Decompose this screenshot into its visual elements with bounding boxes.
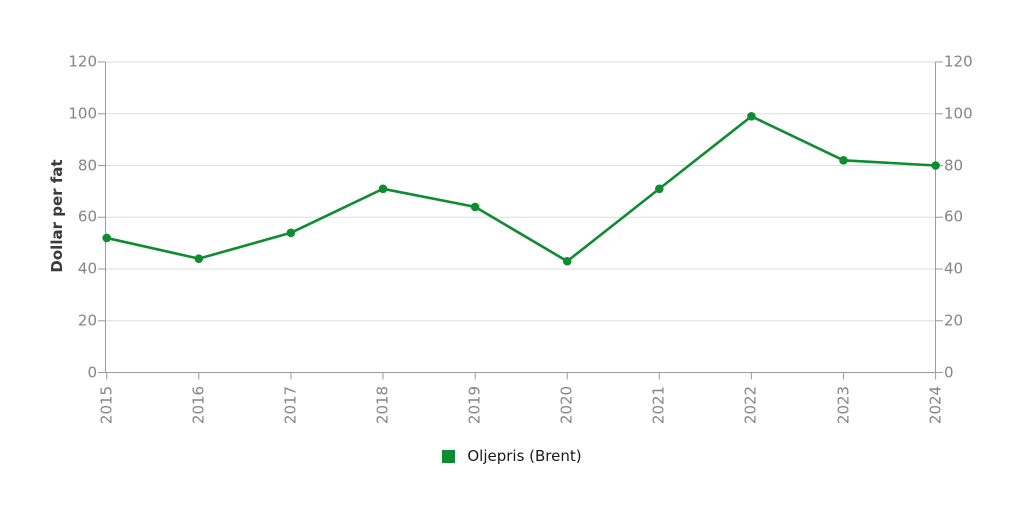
y-axis-labels-right: 0 20 40 60 80 100 120: [944, 0, 1024, 510]
y-tick-label: 0: [87, 363, 97, 381]
y-tick-label: 80: [944, 156, 964, 174]
x-tick-label: 2019: [465, 385, 484, 425]
y-tick-label: 100: [944, 104, 973, 123]
x-tick-label: 2023: [834, 385, 852, 425]
data-point[interactable]: [562, 256, 572, 266]
y-tick-label: 20: [77, 311, 97, 330]
data-point[interactable]: [747, 112, 756, 121]
y-tick-label: 120: [68, 52, 97, 71]
x-tick-label: 2020: [557, 385, 576, 425]
y-tick-label: 20: [944, 311, 964, 330]
series-line: [105, 115, 937, 263]
x-tick-label: 2017: [281, 385, 300, 425]
data-point[interactable]: [378, 184, 388, 194]
y-tick-label: 60: [944, 207, 964, 226]
data-point[interactable]: [194, 254, 204, 263]
y-tick-label: 40: [944, 259, 964, 278]
y-tick-label: 60: [77, 207, 97, 226]
x-tick-label: 2024: [926, 385, 945, 425]
y-axis-title: Dollar per fat: [48, 159, 66, 273]
data-point[interactable]: [839, 156, 848, 165]
data-point[interactable]: [286, 228, 296, 238]
y-tick-label: 0: [944, 363, 954, 381]
data-point[interactable]: [655, 184, 664, 194]
x-tick-label: 2016: [189, 385, 208, 425]
x-tick-label: 2022: [741, 385, 760, 425]
data-point[interactable]: [470, 202, 480, 212]
data-point[interactable]: [102, 233, 111, 243]
legend: Oljepris (Brent): [0, 449, 1024, 464]
y-tick-label: 80: [77, 156, 97, 174]
legend-label: Oljepris (Brent): [467, 447, 582, 465]
legend-swatch: [442, 450, 456, 463]
x-tick-label: 2015: [97, 385, 116, 425]
x-tick-label: 2021: [649, 385, 668, 425]
y-axis-labels-left: 0 20 40 60 80 100 120: [0, 0, 97, 510]
y-tick-label: 120: [944, 52, 973, 71]
y-tick-label: 40: [77, 259, 97, 278]
x-tick-label: 2018: [373, 385, 392, 425]
y-tick-label: 100: [68, 104, 97, 123]
data-point[interactable]: [931, 161, 940, 170]
